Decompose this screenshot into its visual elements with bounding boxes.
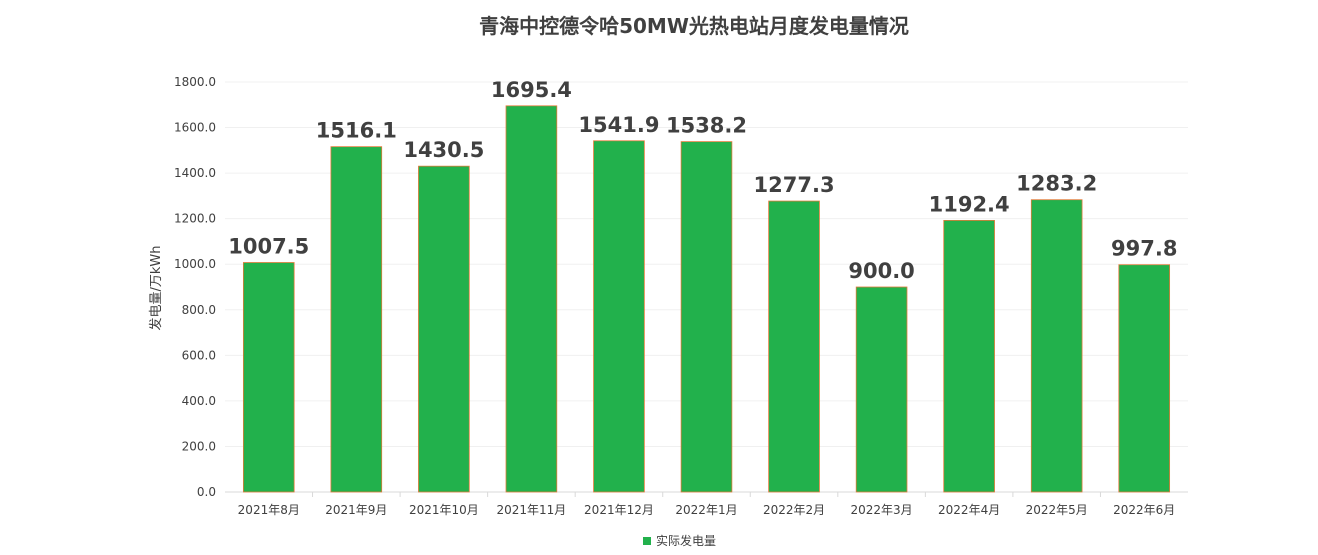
x-axis: 2021年8月 2021年9月 2021年10月 2021年11月 2021年12月 20… bbox=[238, 492, 1175, 517]
bar bbox=[418, 165, 470, 493]
x-tick-label: 2022年4月 bbox=[938, 503, 1000, 517]
x-tick-label: 2022年2月 bbox=[763, 503, 825, 517]
y-tick-label: 200.0 bbox=[182, 439, 216, 453]
y-tick-label: 0.0 bbox=[197, 485, 216, 499]
data-label: 1695.4 bbox=[491, 78, 572, 102]
x-tick-label: 2022年3月 bbox=[850, 503, 912, 517]
legend: 实际发电量 bbox=[643, 533, 716, 548]
data-label: 1538.2 bbox=[666, 114, 747, 138]
y-tick-label: 1000.0 bbox=[174, 257, 216, 271]
legend-label: 实际发电量 bbox=[656, 533, 716, 548]
data-label: 1277.3 bbox=[754, 173, 835, 197]
bar bbox=[768, 200, 820, 493]
x-tick-label: 2022年1月 bbox=[675, 503, 737, 517]
x-tick-label: 2021年8月 bbox=[238, 503, 300, 517]
y-tick-label: 1400.0 bbox=[174, 166, 216, 180]
data-label: 1430.5 bbox=[403, 138, 484, 162]
y-tick-label: 1600.0 bbox=[174, 121, 216, 135]
x-tick-label: 2022年5月 bbox=[1026, 503, 1088, 517]
chart-title: 青海中控德令哈50MW光热电站月度发电量情况 bbox=[479, 14, 909, 38]
data-label: 1541.9 bbox=[578, 113, 659, 137]
bar bbox=[593, 140, 645, 493]
bar bbox=[680, 141, 733, 493]
legend-swatch bbox=[643, 537, 651, 545]
data-label: 997.8 bbox=[1111, 237, 1177, 261]
data-label: 1516.1 bbox=[316, 119, 397, 143]
y-tick-label: 600.0 bbox=[182, 348, 216, 362]
data-label: 900.0 bbox=[848, 259, 914, 283]
bar bbox=[1118, 264, 1171, 493]
bar bbox=[242, 262, 295, 493]
x-tick-label: 2021年12月 bbox=[584, 503, 654, 517]
y-axis: 0.0 200.0 400.0 600.0 800.0 1000.0 1200.0 1400.… bbox=[174, 75, 216, 499]
data-label: 1192.4 bbox=[929, 192, 1010, 216]
bars bbox=[242, 105, 1171, 493]
y-axis-title: 发电量/万kWh bbox=[148, 245, 164, 330]
x-tick-label: 2021年10月 bbox=[409, 503, 479, 517]
y-tick-label: 400.0 bbox=[182, 394, 216, 408]
bar bbox=[330, 146, 383, 493]
x-tick-label: 2021年9月 bbox=[325, 503, 387, 517]
data-label: 1283.2 bbox=[1016, 172, 1097, 196]
x-tick-label: 2021年11月 bbox=[497, 503, 567, 517]
y-tick-label: 1200.0 bbox=[174, 212, 216, 226]
bar bbox=[505, 105, 558, 493]
bar bbox=[943, 219, 995, 493]
y-tick-label: 1800.0 bbox=[174, 75, 216, 89]
x-tick-label: 2022年6月 bbox=[1113, 503, 1175, 517]
bar bbox=[855, 286, 908, 493]
data-label: 1007.5 bbox=[228, 235, 309, 259]
y-tick-label: 800.0 bbox=[182, 303, 216, 317]
bar bbox=[1030, 199, 1083, 493]
